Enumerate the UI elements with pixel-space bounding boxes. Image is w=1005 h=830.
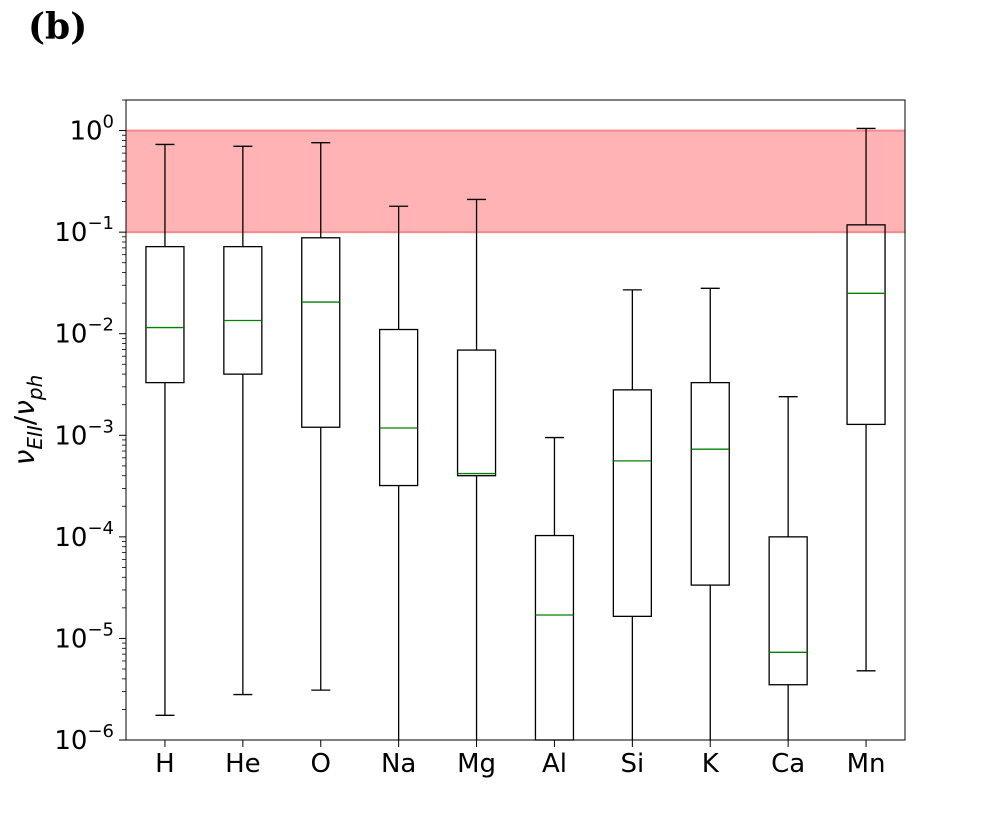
y-tick-label: 10−3 bbox=[54, 416, 114, 451]
x-tick-label: Al bbox=[542, 749, 567, 779]
panel-label: (b) bbox=[28, 6, 88, 48]
plot-frame bbox=[125, 99, 906, 741]
y-tick-label: 10−5 bbox=[54, 619, 114, 654]
x-axis: H He O Na Mg Al Si K Ca Mn bbox=[155, 740, 886, 779]
x-tick-label: K bbox=[702, 749, 720, 779]
x-tick-label: O bbox=[311, 749, 331, 779]
highlight-band-layer bbox=[126, 129, 905, 234]
y-tick-label: 10−6 bbox=[54, 721, 114, 756]
box-si bbox=[612, 289, 652, 740]
box-ca bbox=[768, 396, 808, 740]
y-tick-label: 10−4 bbox=[54, 518, 114, 553]
x-tick-label: Si bbox=[620, 749, 644, 779]
x-tick-label: Na bbox=[381, 749, 416, 779]
x-tick-label: Mg bbox=[457, 749, 496, 779]
y-axis: 10−6 10−5 10−4 10−3 10−2 10−1 100 bbox=[54, 99, 126, 756]
box-mg bbox=[456, 198, 497, 740]
y-tick-label: 10−1 bbox=[54, 213, 114, 248]
iqr-box bbox=[690, 381, 730, 586]
x-tick-label: He bbox=[225, 749, 261, 779]
iqr-box bbox=[846, 224, 886, 426]
iqr-box bbox=[378, 328, 419, 487]
x-tick-label: H bbox=[155, 749, 175, 779]
box-he bbox=[223, 145, 263, 696]
y-tick-label: 10−2 bbox=[54, 315, 114, 350]
highlight-band bbox=[126, 130, 905, 233]
iqr-box bbox=[145, 245, 185, 384]
iqr-box bbox=[456, 349, 497, 477]
box-na bbox=[378, 205, 419, 740]
x-tick-label: Ca bbox=[771, 749, 805, 779]
y-axis-title: νEII/νph bbox=[8, 375, 47, 466]
box-o bbox=[301, 142, 341, 691]
iqr-box bbox=[223, 245, 263, 375]
iqr-box bbox=[301, 237, 341, 428]
iqr-box bbox=[612, 389, 652, 617]
box-h bbox=[145, 143, 185, 716]
box-al bbox=[534, 436, 575, 741]
x-tick-label: Mn bbox=[847, 749, 886, 779]
box-k bbox=[690, 287, 730, 740]
iqr-box bbox=[534, 534, 575, 741]
y-tick-label: 100 bbox=[69, 112, 114, 147]
iqr-box bbox=[768, 536, 808, 686]
box-mn bbox=[846, 127, 886, 672]
